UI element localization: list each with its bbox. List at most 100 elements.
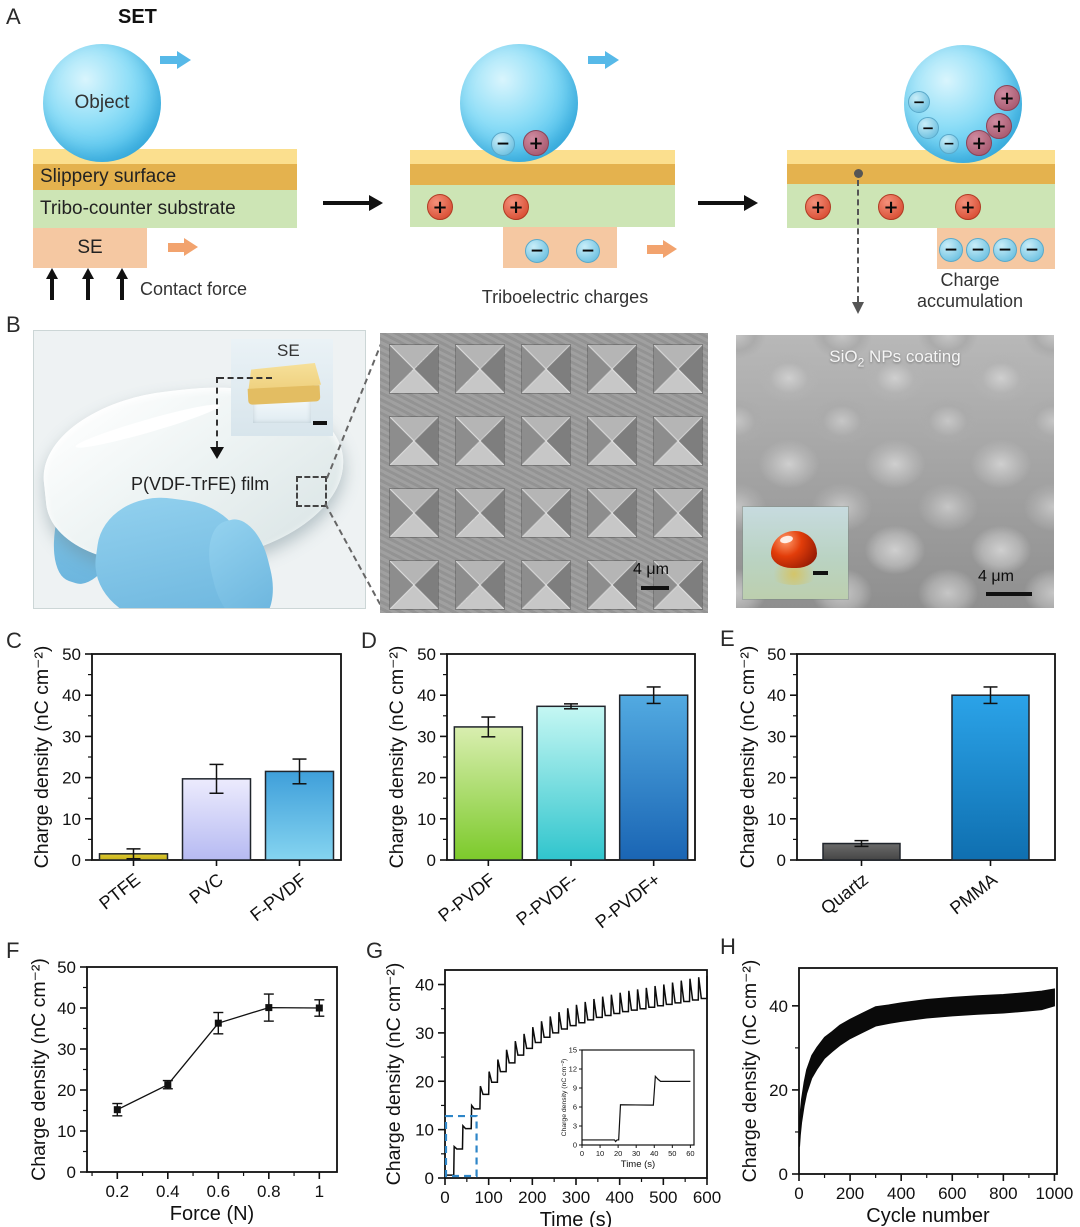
motion-arrow-head-icon — [605, 51, 619, 69]
slippery-surface-label: Slippery surface — [40, 166, 177, 187]
sem-coating-image: SiO2 NPs coating 4 μm — [736, 335, 1054, 608]
tribo-counter-substrate-layer: Tribo-counter substrate — [33, 190, 297, 228]
svg-text:0: 0 — [67, 1163, 76, 1182]
svg-text:3: 3 — [573, 1122, 577, 1131]
svg-text:P-PVDF-: P-PVDF- — [512, 869, 581, 929]
motion-arrow-head-icon — [177, 51, 191, 69]
svg-text:20: 20 — [767, 769, 786, 788]
svg-text:50: 50 — [62, 645, 81, 664]
svg-text:40: 40 — [767, 686, 786, 705]
negative-charge-icon: − — [576, 239, 600, 263]
positive-charge-icon: + — [955, 194, 981, 220]
svg-text:40: 40 — [57, 999, 76, 1018]
contact-force-arrow-head-icon — [81, 268, 94, 279]
svg-text:F-PVDF: F-PVDF — [246, 869, 310, 925]
panel-c-letter: C — [6, 628, 22, 653]
pyramid-microstructure — [654, 417, 702, 465]
sem2-title-rest: NPs coating — [864, 347, 961, 366]
data-point — [265, 1004, 273, 1012]
svg-text:600: 600 — [693, 1188, 721, 1207]
se-link-dashed-line — [216, 377, 218, 447]
pyramid-microstructure — [522, 417, 570, 465]
se-link-arrow-head-icon — [210, 447, 224, 459]
probe-dot-icon — [854, 169, 863, 178]
droplet-inset-photo — [743, 507, 848, 599]
negative-charge-icon: − — [917, 117, 939, 139]
pyramid-microstructure — [456, 489, 504, 537]
zoom-link-arrow-head-icon — [852, 302, 864, 314]
svg-text:Quartz: Quartz — [817, 869, 872, 918]
svg-text:1: 1 — [315, 1182, 324, 1201]
svg-text:20: 20 — [57, 1081, 76, 1100]
bar-PMMA — [951, 694, 1030, 861]
highlight-region-box — [444, 1114, 478, 1178]
positive-charge-icon: + — [805, 194, 831, 220]
svg-text:20: 20 — [614, 1149, 622, 1158]
slippery-surface-top-layer — [787, 150, 1055, 164]
svg-text:Charge density (nC cm⁻²): Charge density (nC cm⁻²) — [737, 646, 759, 869]
droplet — [771, 531, 817, 568]
se-inset-label: SE — [277, 341, 300, 360]
svg-text:10: 10 — [62, 810, 81, 829]
svg-text:200: 200 — [518, 1188, 546, 1207]
svg-text:30: 30 — [415, 1024, 434, 1043]
inset-curve — [582, 1074, 691, 1143]
svg-text:20: 20 — [415, 1072, 434, 1091]
positive-charge-icon: + — [427, 194, 453, 220]
pyramid-microstructure — [390, 561, 438, 609]
se-motion-arrow-head-icon — [663, 240, 677, 258]
svg-text:20: 20 — [62, 769, 81, 788]
negative-charge-icon: − — [908, 91, 930, 113]
pyramid-microstructure — [522, 489, 570, 537]
pyramid-microstructure — [588, 489, 636, 537]
se-layer — [503, 227, 617, 268]
svg-text:0: 0 — [580, 1149, 584, 1158]
negative-charge-icon: − — [525, 239, 549, 263]
svg-text:30: 30 — [62, 727, 81, 746]
process-arrow-icon — [323, 201, 369, 205]
svg-text:12: 12 — [569, 1065, 577, 1074]
negative-charge-icon: − — [966, 238, 990, 262]
panel-f-letter: F — [6, 938, 20, 963]
se-layer: SE — [33, 228, 147, 268]
process-arrow-head-icon — [369, 195, 383, 211]
pyramid-microstructure — [654, 345, 702, 393]
panel-b-letter: B — [6, 312, 21, 337]
svg-text:P-PVDF: P-PVDF — [434, 869, 498, 925]
svg-text:6: 6 — [573, 1103, 577, 1112]
pyramid-microstructure — [390, 345, 438, 393]
svg-text:Charge density (nC cm⁻²): Charge density (nC cm⁻²) — [739, 960, 761, 1183]
svg-text:40: 40 — [417, 686, 436, 705]
stage3-caption-line1: Charge — [940, 270, 1000, 290]
process-arrow-icon — [698, 201, 744, 205]
negative-charge-icon: − — [491, 132, 515, 156]
sem1-scale-bar — [641, 586, 669, 590]
negative-charge-icon: − — [993, 238, 1017, 262]
svg-text:60: 60 — [686, 1149, 694, 1158]
stage2-caption: Triboelectric charges — [481, 287, 649, 307]
data-point — [164, 1081, 172, 1089]
pyramid-microstructure — [588, 417, 636, 465]
svg-text:30: 30 — [57, 1040, 76, 1059]
pyramid-microstructure — [522, 345, 570, 393]
pyramid-microstructure — [588, 561, 636, 609]
svg-text:0: 0 — [779, 1165, 788, 1184]
positive-charge-icon: + — [966, 130, 992, 156]
svg-text:30: 30 — [417, 727, 436, 746]
sem-pyramid-array-image — [380, 333, 708, 613]
svg-text:40: 40 — [650, 1149, 658, 1158]
pyramid-microstructure — [522, 561, 570, 609]
contact-force-arrow-icon — [50, 278, 54, 300]
chart-F: 0 10 20 30 40 50 Charge density (nC cm⁻²) 0.2 0.… — [28, 958, 338, 1225]
svg-text:400: 400 — [605, 1188, 633, 1207]
object-sphere: Object — [43, 44, 161, 162]
panel-a-letter: A — [6, 4, 21, 29]
sem2-title-sub: 2 — [857, 355, 865, 370]
svg-text:50: 50 — [668, 1149, 676, 1158]
svg-text:15: 15 — [569, 1046, 577, 1055]
slippery-surface-layer: Slippery surface — [33, 164, 297, 190]
svg-text:40: 40 — [415, 976, 434, 995]
chart-C: 0 10 20 30 40 50 Charge density (nC cm⁻²) PTFE P… — [31, 645, 342, 925]
svg-text:PTFE: PTFE — [95, 869, 144, 913]
